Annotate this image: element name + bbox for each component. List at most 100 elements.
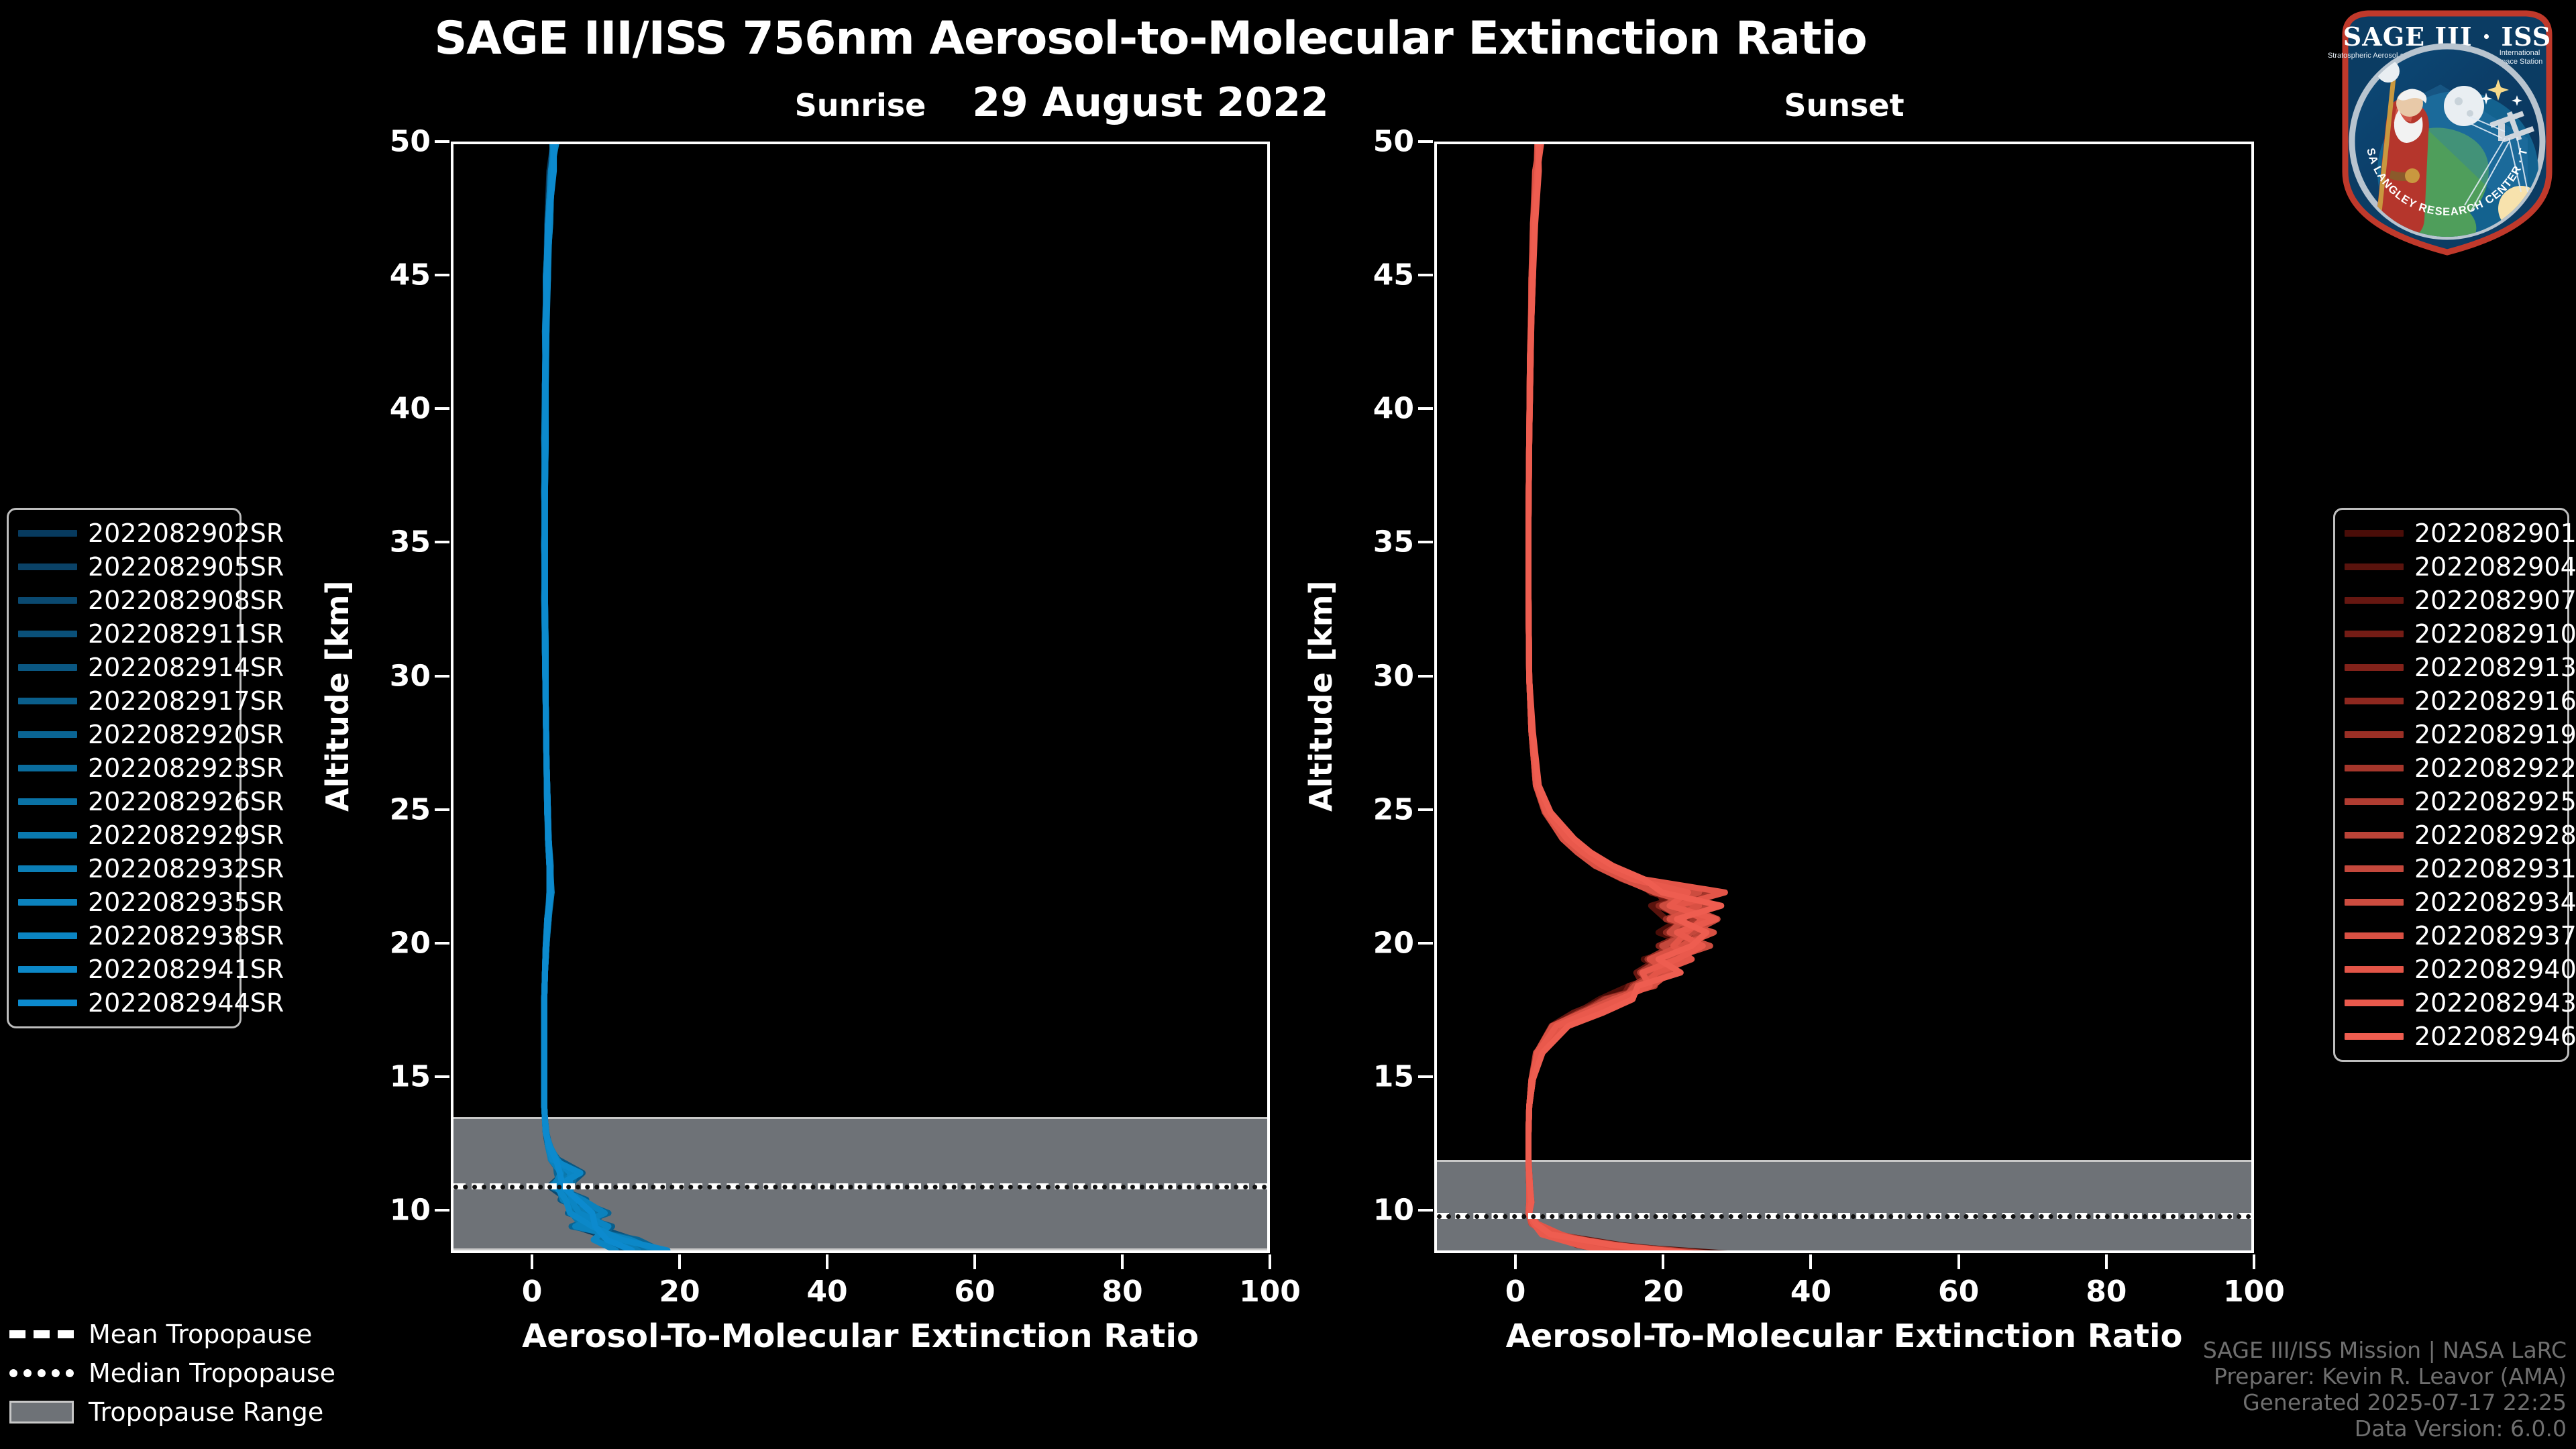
median-tropopause-line (453, 1185, 1267, 1190)
series-line (1525, 144, 1717, 1250)
legend-item-label: 2022082917SR (88, 686, 284, 716)
plot-area-sunset (1434, 142, 2254, 1253)
legend-sunset-item[interactable]: 2022082904SS (2345, 550, 2576, 584)
legend-sunset-item[interactable]: 2022082910SS (2345, 617, 2576, 651)
x-axis-tick-label: 80 (2086, 1275, 2127, 1309)
legend-color-swatch (18, 832, 77, 839)
legend-item-label: 2022082919SS (2414, 720, 2576, 749)
x-axis-label: Aerosol-To-Molecular Extinction Ratio (522, 1318, 1199, 1355)
legend-sunrise-item[interactable]: 2022082944SR (18, 986, 284, 1020)
legend-color-swatch (18, 731, 77, 738)
series-lines (1525, 144, 1728, 1250)
legend-color-swatch (2345, 932, 2404, 939)
credit-line-version: Data Version: 6.0.0 (2354, 1415, 2567, 1442)
legend-sunset-item[interactable]: 2022082931SS (2345, 852, 2576, 885)
legend-sunset-item[interactable]: 2022082943SS (2345, 986, 2576, 1020)
legend-sunset-item[interactable]: 2022082901SS (2345, 517, 2576, 550)
series-line (1525, 144, 1719, 1250)
legend-item-label: 2022082913SS (2414, 653, 2576, 682)
x-axis-label: Aerosol-To-Molecular Extinction Ratio (1505, 1318, 2183, 1355)
legend-sunset-item[interactable]: 2022082934SS (2345, 885, 2576, 919)
legend-item-label: 2022082925SS (2414, 787, 2576, 816)
svg-text:Space Station: Space Station (2497, 58, 2543, 66)
y-axis-tick-mark (435, 407, 449, 411)
legend-sunrise-item[interactable]: 2022082926SR (18, 785, 284, 818)
legend-sunrise-item[interactable]: 2022082938SR (18, 919, 284, 953)
legend-item-label: 2022082932SR (88, 854, 284, 883)
x-axis-tick-label: 20 (659, 1275, 700, 1309)
legend-sunset-item[interactable]: 2022082916SS (2345, 684, 2576, 718)
legend-tropopause-item: Mean Tropopause (9, 1315, 312, 1354)
y-axis-tick-mark (1418, 274, 1433, 277)
y-axis-tick-mark (1418, 808, 1433, 811)
legend-color-swatch (18, 564, 77, 570)
legend-item-label: 2022082928SS (2414, 820, 2576, 850)
legend-sunrise-item[interactable]: 2022082914SR (18, 651, 284, 684)
legend-sunset-item[interactable]: 2022082907SS (2345, 584, 2576, 617)
legend-sunset-item[interactable]: 2022082928SS (2345, 818, 2576, 852)
legend-tropopause-label: Median Tropopause (89, 1358, 335, 1388)
legend-item-label: 2022082901SS (2414, 519, 2576, 548)
series-line (541, 144, 649, 1250)
y-axis-tick-mark (1418, 941, 1433, 945)
legend-color-swatch (18, 597, 77, 604)
legend-color-swatch (18, 1000, 77, 1006)
series-line (541, 144, 652, 1250)
legend-sunrise-item[interactable]: 2022082920SR (18, 718, 284, 751)
panel-title-sunrise: Sunrise (794, 87, 926, 123)
legend-color-swatch (2345, 966, 2404, 973)
legend-sunset-item[interactable]: 2022082937SS (2345, 919, 2576, 953)
legend-sunrise-item[interactable]: 2022082929SR (18, 818, 284, 852)
legend-sunset-item[interactable]: 2022082913SS (2345, 651, 2576, 684)
y-axis-tick-label: 15 (1373, 1059, 1414, 1094)
legend-color-swatch (2345, 731, 2404, 738)
legend-color-swatch (18, 698, 77, 704)
series-line (541, 144, 634, 1250)
legend-color-swatch (2345, 832, 2404, 839)
date-subtitle: 29 August 2022 (972, 79, 1329, 126)
legend-sunrise-item[interactable]: 2022082923SR (18, 751, 284, 785)
legend-sunrise-item[interactable]: 2022082935SR (18, 885, 284, 919)
legend-color-swatch (18, 966, 77, 973)
legend-sunrise-item[interactable]: 2022082941SR (18, 953, 284, 986)
y-axis-label: Altitude [km] (319, 580, 356, 812)
x-axis-tick-mark (973, 1254, 976, 1269)
legend-sunrise-item[interactable]: 2022082908SR (18, 584, 284, 617)
legend-item-label: 2022082944SR (88, 988, 284, 1018)
legend-color-swatch (18, 865, 77, 872)
panel-title-sunset: Sunset (1784, 87, 1904, 123)
y-axis-tick-label: 45 (389, 258, 431, 292)
credits-block: SAGE III/ISS Mission | NASA LaRC Prepare… (2203, 1337, 2567, 1442)
y-axis-tick-label: 30 (389, 659, 431, 694)
legend-sunrise-item[interactable]: 2022082902SR (18, 517, 284, 550)
legend-item-label: 2022082916SS (2414, 686, 2576, 716)
legend-sunrise-item[interactable]: 2022082932SR (18, 852, 284, 885)
series-line (541, 144, 637, 1250)
y-axis-tick-mark (435, 941, 449, 945)
legend-sunrise-item[interactable]: 2022082905SR (18, 550, 284, 584)
y-axis-tick-label: 50 (1373, 124, 1414, 159)
legend-sunset-item[interactable]: 2022082946SS (2345, 1020, 2576, 1053)
x-axis-tick-label: 60 (1938, 1275, 1980, 1309)
x-axis-tick-mark (678, 1254, 681, 1269)
legend-sunset-item[interactable]: 2022082940SS (2345, 953, 2576, 986)
x-axis-tick-mark (2253, 1254, 2255, 1269)
legend-sunrise-item[interactable]: 2022082911SR (18, 617, 284, 651)
series-line (1525, 144, 1728, 1250)
legend-tropopause: Mean Tropopause Median Tropopause Tropopau… (9, 1315, 335, 1432)
legend-sunset-events[interactable]: 2022082901SS 2022082904SS 2022082907SS 2022… (2333, 508, 2576, 1062)
legend-sunset-item[interactable]: 2022082922SS (2345, 751, 2576, 785)
y-axis-tick-label: 35 (389, 525, 431, 559)
legend-item-label: 2022082946SS (2414, 1022, 2576, 1051)
legend-color-swatch (2345, 698, 2404, 704)
y-axis-tick-label: 10 (389, 1193, 431, 1228)
legend-sunset-item[interactable]: 2022082925SS (2345, 785, 2576, 818)
x-axis-tick-mark (1662, 1254, 1665, 1269)
x-axis-tick-mark (1514, 1254, 1517, 1269)
legend-sunset-item[interactable]: 2022082919SS (2345, 718, 2576, 751)
series-lines (541, 144, 671, 1250)
legend-sunrise-item[interactable]: 2022082917SR (18, 684, 284, 718)
legend-color-swatch (2345, 564, 2404, 570)
legend-tropopause-swatch (9, 1330, 74, 1338)
legend-sunrise-events[interactable]: 2022082902SR 2022082905SR 2022082908SR 2022… (7, 508, 284, 1028)
